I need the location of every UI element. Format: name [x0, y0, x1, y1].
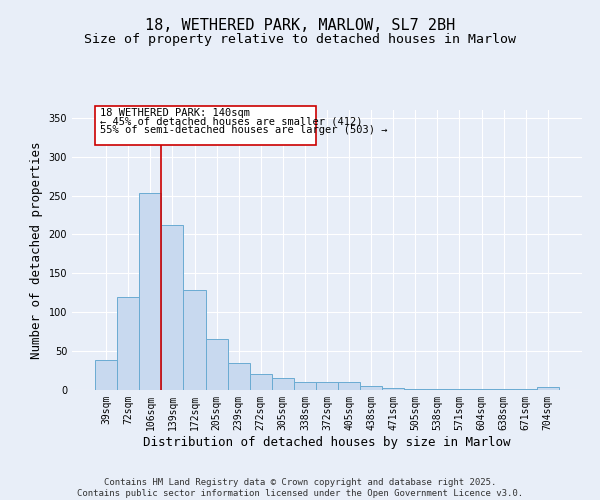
Bar	[272, 378, 294, 390]
Bar	[139, 193, 161, 390]
Bar	[250, 374, 272, 390]
Bar	[227, 363, 250, 390]
Bar	[95, 360, 117, 390]
Bar	[404, 389, 427, 390]
Bar	[161, 225, 184, 390]
Bar	[427, 389, 448, 390]
Text: ← 45% of detached houses are smaller (412): ← 45% of detached houses are smaller (41…	[100, 116, 362, 126]
Bar	[184, 290, 206, 390]
X-axis label: Distribution of detached houses by size in Marlow: Distribution of detached houses by size …	[143, 436, 511, 448]
Text: 18, WETHERED PARK, MARLOW, SL7 2BH: 18, WETHERED PARK, MARLOW, SL7 2BH	[145, 18, 455, 32]
Bar	[316, 382, 338, 390]
Bar	[294, 382, 316, 390]
Text: Contains HM Land Registry data © Crown copyright and database right 2025.
Contai: Contains HM Land Registry data © Crown c…	[77, 478, 523, 498]
FancyBboxPatch shape	[95, 106, 316, 145]
Y-axis label: Number of detached properties: Number of detached properties	[30, 141, 43, 359]
Bar	[360, 386, 382, 390]
Bar	[537, 387, 559, 390]
Bar	[382, 388, 404, 390]
Text: 18 WETHERED PARK: 140sqm: 18 WETHERED PARK: 140sqm	[100, 108, 250, 118]
Bar	[448, 389, 470, 390]
Bar	[117, 296, 139, 390]
Bar	[493, 389, 515, 390]
Text: 55% of semi-detached houses are larger (503) →: 55% of semi-detached houses are larger (…	[100, 125, 387, 135]
Bar	[470, 389, 493, 390]
Bar	[515, 389, 537, 390]
Text: Size of property relative to detached houses in Marlow: Size of property relative to detached ho…	[84, 32, 516, 46]
Bar	[338, 382, 360, 390]
Bar	[206, 340, 227, 390]
